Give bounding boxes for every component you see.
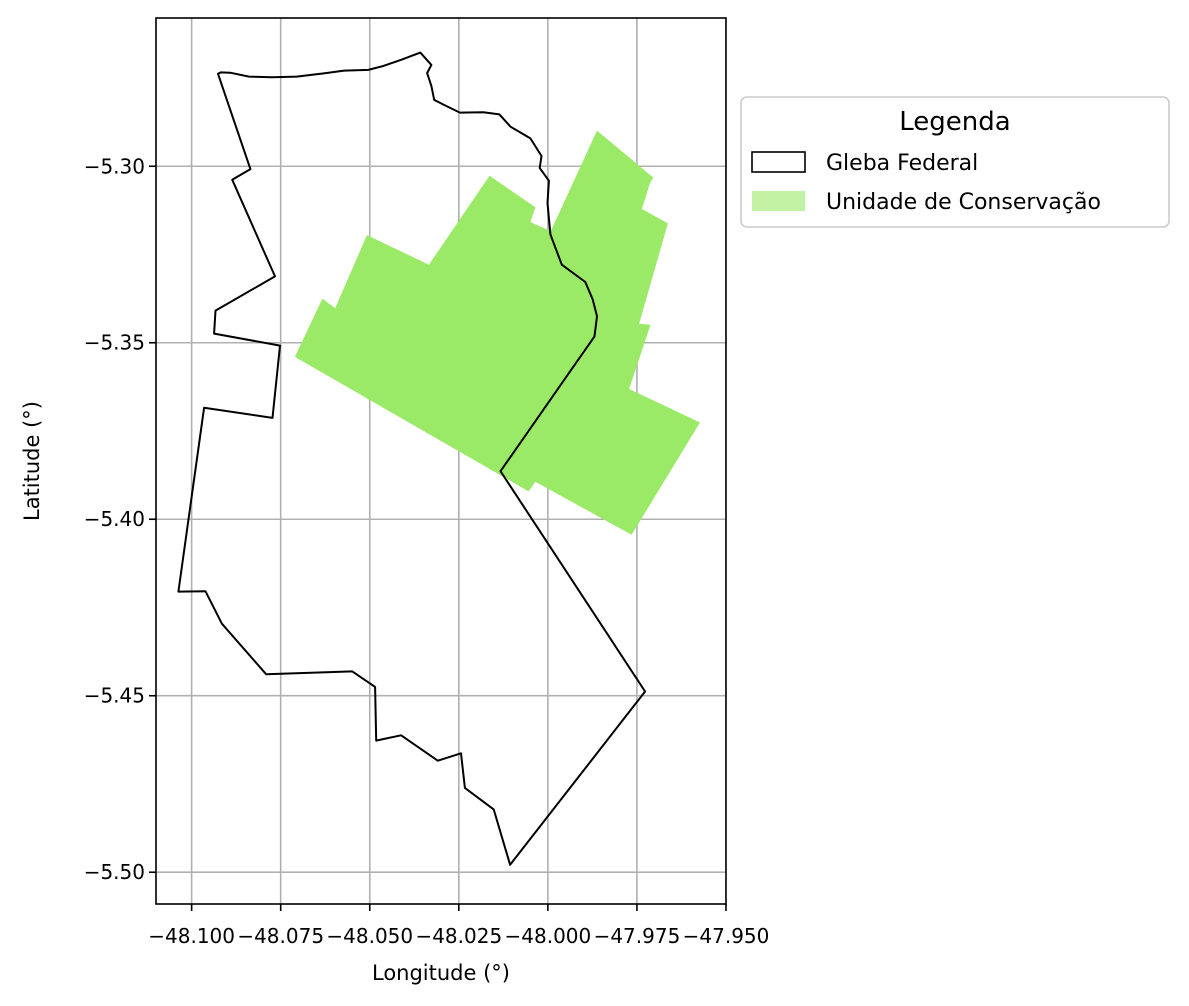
x-tick-label-3: −48.025 (415, 924, 502, 948)
x-tick-label-1: −48.075 (237, 924, 324, 948)
polygon-unidade-de-conservacao (294, 130, 700, 535)
map-polygons (177, 51, 700, 866)
legend-title: Legenda (899, 107, 1010, 137)
y-tick-label-1: −5.35 (84, 331, 145, 355)
y-tick-label-2: −5.40 (84, 507, 145, 531)
legend-swatch-unidade-de-conservacao (752, 191, 805, 211)
legend-label-unidade-de-conservacao: Unidade de Conservação (826, 190, 1101, 215)
x-axis-ticks: −48.100 −48.075 −48.050 −48.025 −48.000 −47.9… (148, 904, 769, 948)
legend-swatch-gleba-federal (751, 151, 806, 173)
polygon-gleba-federal (177, 51, 647, 866)
x-axis-label: Longitude (°) (372, 961, 510, 985)
legend: Legenda Gleba Federal Unidade de Conserv… (740, 96, 1170, 228)
y-tick-label-3: −5.45 (84, 684, 145, 708)
y-axis-ticks: −5.30 −5.35 −5.40 −5.45 −5.50 (84, 154, 156, 884)
x-tick-label-0: −48.100 (148, 924, 235, 948)
y-tick-label-4: −5.50 (84, 860, 145, 884)
y-axis-label: Latitude (°) (20, 401, 44, 521)
legend-box (740, 96, 1170, 228)
y-tick-label-0: −5.30 (84, 154, 145, 178)
x-tick-label-6: −47.950 (683, 924, 770, 948)
plot-frame (155, 17, 727, 905)
x-tick-label-5: −47.975 (594, 924, 681, 948)
legend-label-gleba-federal: Gleba Federal (826, 151, 978, 176)
x-tick-label-2: −48.050 (326, 924, 413, 948)
grid-lines (156, 18, 726, 904)
x-tick-label-4: −48.000 (505, 924, 592, 948)
